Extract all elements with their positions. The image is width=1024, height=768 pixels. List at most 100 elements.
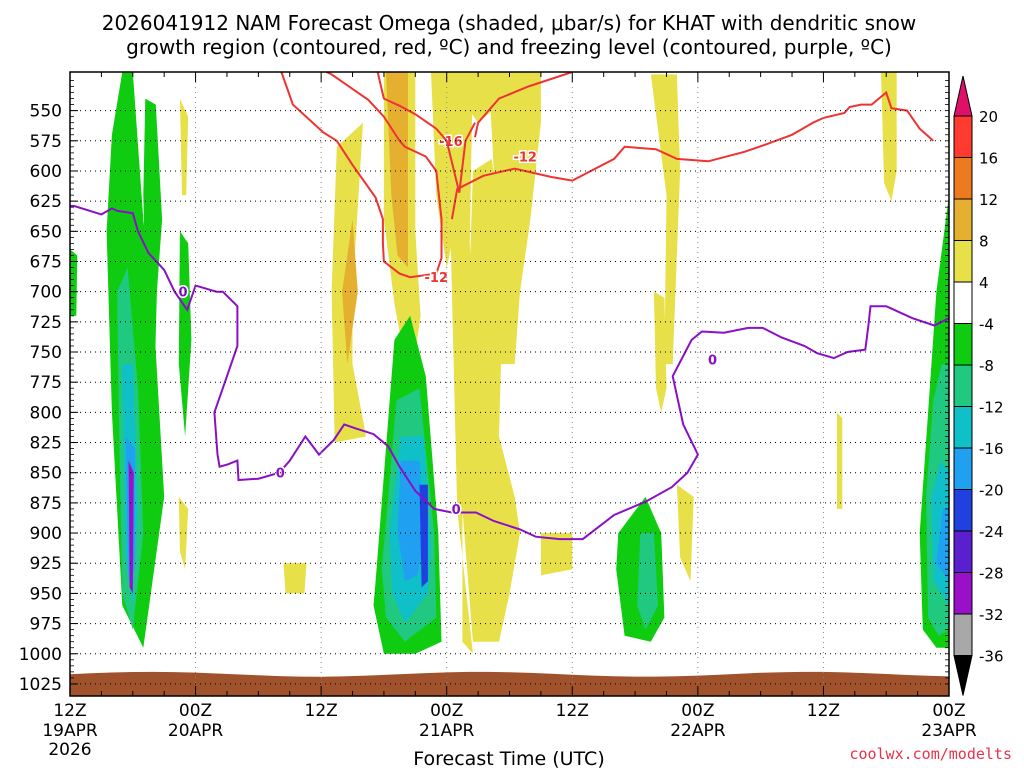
x-tick-label-time: 12Z (807, 701, 840, 721)
y-tick-label: 1000 (19, 645, 62, 665)
colorbar-label: -36 (979, 648, 1004, 666)
y-tick-label: 675 (30, 252, 62, 272)
y-tick-label: 725 (30, 313, 62, 333)
contour-label-purple: 0 (452, 503, 461, 518)
dgz-temperature-contour (474, 72, 573, 138)
omega-shade-region (881, 72, 897, 202)
omega-shade-region (178, 231, 192, 437)
y-tick-label: 975 (30, 615, 62, 635)
y-tick-label: 625 (30, 192, 62, 212)
y-tick-label: 825 (30, 434, 62, 454)
colorbar-swatch (953, 489, 973, 532)
x-tick-label-time: 00Z (430, 701, 463, 721)
dgz-temperature-contour (280, 72, 443, 279)
y-tick-label: 550 (30, 102, 62, 122)
dgz-temperature-contour (450, 90, 934, 220)
omega-shade-region (179, 98, 189, 196)
x-tick-label-time: 12Z (53, 701, 86, 721)
y-tick-label: 600 (30, 162, 62, 182)
x-tick-label-date: 21APR (419, 721, 475, 741)
omega-shade-region (143, 98, 163, 413)
chart-title-line2: growth region (contoured, red, ºC) and f… (126, 35, 892, 59)
omega-shade-region (488, 72, 541, 365)
omega-shade-region (128, 460, 134, 594)
x-tick-label-date: 20APR (168, 721, 224, 741)
colorbar-swatch (953, 613, 973, 656)
y-axis: 550 575 600 625 650 675 700 725 750 775 800 825 850 8… (19, 80, 949, 695)
y-tick-label: 850 (30, 464, 62, 484)
colorbar-label: -12 (979, 399, 1004, 417)
y-tick-label: 875 (30, 494, 62, 514)
y-tick-label: 650 (30, 222, 62, 242)
colorbar-swatch (953, 530, 973, 573)
colorbar-label: 12 (979, 191, 998, 209)
colorbar-swatch (953, 406, 973, 449)
colorbar-swatch (953, 198, 973, 241)
x-tick-label-time: 12Z (556, 701, 589, 721)
omega-shade-region (342, 219, 358, 365)
y-tick-label: 700 (30, 283, 62, 303)
y-tick-label: 750 (30, 343, 62, 363)
x-tick-label-time: 00Z (681, 701, 714, 721)
terrain-ground-band (70, 671, 949, 696)
omega-shade-region (283, 563, 307, 594)
x-tick-label-date: 19APR (42, 721, 98, 741)
colorbar-label: 16 (979, 150, 998, 168)
contour-label-red: -12 (425, 271, 449, 286)
colorbar-label: 4 (979, 274, 989, 292)
omega-shade-region (70, 249, 78, 316)
dgz-temperature-contour (376, 72, 461, 193)
freezing-level-contour (70, 204, 949, 541)
colorbar-swatch (953, 115, 973, 158)
omega-shade-region (419, 484, 428, 588)
colorbar-label: 8 (979, 233, 989, 251)
contour-label-red: -12 (513, 150, 537, 165)
colorbar: 20 16 12 8 4 -4 -8 -12 -16 -20 -24 -28 -32 -36 (953, 75, 1004, 696)
omega-shade-region (540, 533, 573, 576)
colorbar-label: -4 (979, 316, 994, 334)
colorbar-swatch (953, 75, 973, 117)
colorbar-label: -28 (979, 565, 1004, 583)
omega-shade-region (446, 72, 479, 654)
x-tick-label-time: 00Z (179, 701, 212, 721)
omega-shade-region (650, 74, 681, 365)
colorbar-label: -20 (979, 482, 1004, 500)
chart-title-line1: 2026041912 NAM Forecast Omega (shaded, μ… (102, 11, 917, 35)
omega-shade-region (397, 460, 424, 582)
omega-shade-region (837, 412, 843, 509)
y-tick-label: 925 (30, 554, 62, 574)
colorbar-swatch (953, 157, 973, 200)
y-tick-label: 950 (30, 584, 62, 604)
colorbar-swatch (953, 572, 973, 615)
colorbar-label: -24 (979, 523, 1004, 541)
x-tick-label-time: 12Z (305, 701, 338, 721)
colorbar-label: -32 (979, 606, 1004, 624)
x-axis-label: Forecast Time (UTC) (413, 748, 604, 768)
x-tick-label-date: 22APR (670, 721, 726, 741)
grid-lines (70, 72, 949, 696)
omega-shade-region (637, 533, 659, 630)
colorbar-swatch (953, 323, 973, 366)
colorbar-label: -16 (979, 440, 1004, 458)
omega-shade-region (462, 158, 520, 642)
x-tick-label-date: 23APR (921, 721, 977, 741)
colorbar-label: -8 (979, 357, 994, 375)
contour-label-purple: 0 (178, 286, 187, 301)
colorbar-swatch (953, 281, 973, 324)
omega-shade-region (178, 496, 189, 570)
y-tick-label: 800 (30, 403, 62, 423)
y-tick-label: 900 (30, 524, 62, 544)
credit-text[interactable]: coolwx.com/modelts (849, 745, 1012, 763)
colorbar-swatch (953, 447, 973, 490)
omega-shade-region (386, 72, 408, 268)
y-tick-label: 575 (30, 132, 62, 152)
colorbar-swatch (953, 364, 973, 407)
y-tick-label: 1025 (19, 675, 62, 695)
y-tick-label: 775 (30, 373, 62, 393)
colorbar-swatch (953, 655, 973, 696)
x-tick-label-year: 2026 (48, 740, 91, 760)
contour-label-purple: 0 (276, 467, 285, 482)
contour-label-purple: 0 (708, 353, 717, 368)
x-tick-label-time: 00Z (932, 701, 965, 721)
